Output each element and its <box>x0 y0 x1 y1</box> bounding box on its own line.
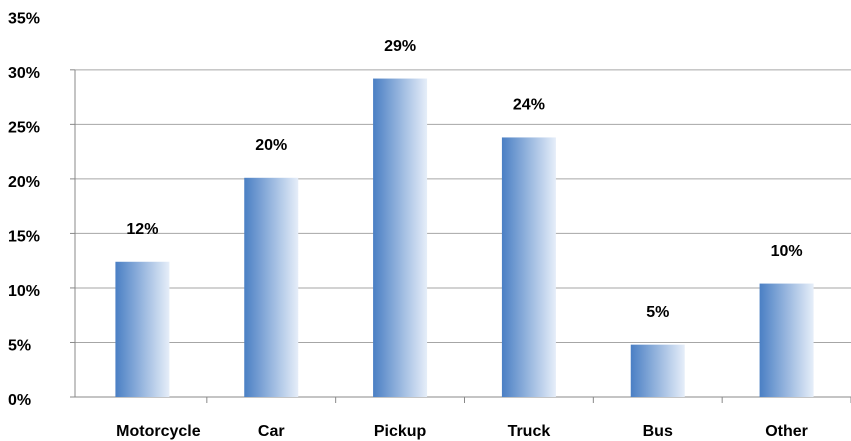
y-tick-label: 5% <box>8 338 31 355</box>
data-label: 29% <box>384 38 416 55</box>
x-tick-label: Motorcycle <box>116 423 201 440</box>
y-tick-label: 10% <box>8 283 40 300</box>
y-tick-label: 35% <box>8 11 40 28</box>
y-tick-label: 0% <box>8 392 31 409</box>
x-tick-label: Pickup <box>374 423 427 440</box>
data-label: 24% <box>513 97 545 114</box>
x-tick-label: Car <box>258 423 285 440</box>
bar <box>373 78 428 397</box>
x-tick-label: Other <box>765 423 808 440</box>
bar <box>244 177 299 397</box>
x-tick-label: Bus <box>643 423 673 440</box>
x-tick-label: Truck <box>508 423 551 440</box>
y-tick-label: 15% <box>8 229 40 246</box>
bar <box>501 137 556 397</box>
data-label: 5% <box>646 304 669 321</box>
y-tick-label: 20% <box>8 174 40 191</box>
data-label: 12% <box>126 221 158 238</box>
bar <box>115 261 170 397</box>
data-label: 10% <box>771 243 803 260</box>
data-label: 20% <box>255 137 287 154</box>
y-tick-label: 30% <box>8 65 40 82</box>
y-tick-label: 25% <box>8 120 40 137</box>
bar <box>630 344 685 397</box>
bar <box>759 283 814 397</box>
